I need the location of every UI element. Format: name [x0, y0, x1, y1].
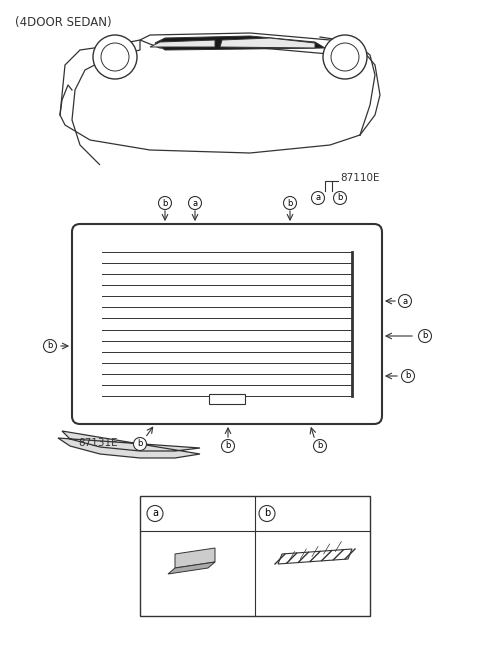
- Text: b: b: [422, 331, 428, 340]
- Circle shape: [101, 43, 129, 71]
- Polygon shape: [220, 38, 315, 48]
- Circle shape: [313, 440, 326, 453]
- Text: 87110E: 87110E: [340, 173, 380, 183]
- Polygon shape: [168, 562, 215, 574]
- Polygon shape: [209, 394, 245, 404]
- Text: b: b: [162, 199, 168, 207]
- Circle shape: [221, 440, 235, 453]
- Polygon shape: [58, 431, 200, 458]
- Text: 87864: 87864: [170, 508, 205, 518]
- Polygon shape: [175, 548, 215, 568]
- Polygon shape: [150, 40, 215, 47]
- Text: a: a: [402, 297, 408, 306]
- Text: 86124D: 86124D: [281, 508, 325, 518]
- Polygon shape: [140, 33, 345, 55]
- Text: b: b: [225, 441, 231, 451]
- Circle shape: [312, 192, 324, 205]
- Text: b: b: [337, 194, 343, 203]
- Text: b: b: [137, 440, 143, 449]
- Circle shape: [189, 197, 202, 209]
- Text: b: b: [317, 441, 323, 451]
- Circle shape: [401, 369, 415, 382]
- Polygon shape: [155, 36, 325, 50]
- Circle shape: [259, 506, 275, 522]
- Text: b: b: [48, 342, 53, 350]
- Circle shape: [93, 35, 137, 79]
- Circle shape: [158, 197, 171, 209]
- Circle shape: [133, 438, 146, 451]
- Text: b: b: [288, 199, 293, 207]
- Circle shape: [419, 329, 432, 342]
- FancyBboxPatch shape: [72, 224, 382, 424]
- Circle shape: [284, 197, 297, 209]
- Text: a: a: [315, 194, 321, 203]
- Text: 87131E: 87131E: [78, 438, 118, 448]
- Text: (4DOOR SEDAN): (4DOOR SEDAN): [15, 16, 112, 29]
- Circle shape: [398, 295, 411, 308]
- Circle shape: [334, 192, 347, 205]
- Circle shape: [331, 43, 359, 71]
- Circle shape: [147, 506, 163, 522]
- Circle shape: [323, 35, 367, 79]
- Circle shape: [44, 340, 57, 352]
- Text: b: b: [405, 371, 411, 380]
- Text: a: a: [192, 199, 198, 207]
- Text: a: a: [152, 508, 158, 518]
- Text: b: b: [264, 508, 270, 518]
- FancyBboxPatch shape: [140, 496, 370, 616]
